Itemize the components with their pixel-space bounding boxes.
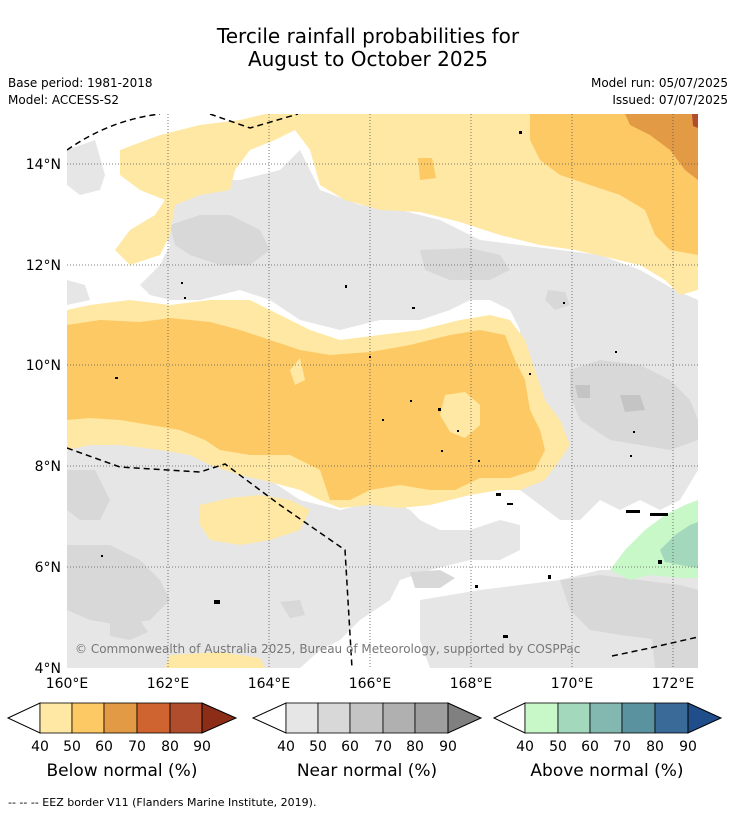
near-tick-50: 50 xyxy=(309,739,327,755)
near-normal-core xyxy=(575,385,645,412)
longitude-labels: 160°E 162°E 164°E 166°E 168°E 170°E 172°… xyxy=(46,676,695,692)
lat-label-4n: 4°N xyxy=(35,661,61,677)
colorbar-above: 40 50 60 70 80 90 xyxy=(492,702,723,755)
lat-label-8n: 8°N xyxy=(35,459,61,475)
islands xyxy=(101,131,668,638)
latitude-labels: 14°N 12°N 10°N 8°N 6°N 4°N xyxy=(26,157,61,677)
near-tick-80: 80 xyxy=(406,739,424,755)
lon-label-170e: 170°E xyxy=(551,676,594,692)
near-tick-40: 40 xyxy=(277,739,295,755)
lat-label-12n: 12°N xyxy=(26,258,61,274)
below-normal-core xyxy=(625,114,698,180)
map-gridlines xyxy=(67,114,698,668)
lon-label-164e: 164°E xyxy=(248,676,291,692)
lat-label-10n: 10°N xyxy=(26,358,61,374)
near-tick-90: 90 xyxy=(439,739,457,755)
issued-label: Issued: 07/07/2025 xyxy=(612,93,728,107)
below-tick-50: 50 xyxy=(63,739,81,755)
below-tick-40: 40 xyxy=(31,739,49,755)
copyright-notice: © Commonwealth of Australia 2025, Bureau… xyxy=(75,642,580,656)
above-tick-90: 90 xyxy=(679,739,697,755)
lon-label-162e: 162°E xyxy=(147,676,190,692)
colorbar-above-title: Above normal (%) xyxy=(530,761,684,781)
near-tick-60: 60 xyxy=(341,739,359,755)
colorbar-near-title: Near normal (%) xyxy=(296,761,438,781)
below-tick-80: 80 xyxy=(161,739,179,755)
lon-label-172e: 172°E xyxy=(652,676,695,692)
below-tick-90: 90 xyxy=(193,739,211,755)
model-run-label: Model run: 05/07/2025 xyxy=(590,76,728,90)
below-normal-max xyxy=(692,114,698,128)
above-tick-60: 60 xyxy=(581,739,599,755)
below-tick-60: 60 xyxy=(95,739,113,755)
colorbar-near: 40 50 60 70 80 90 xyxy=(251,702,483,755)
colorbar-below-title: Below normal (%) xyxy=(46,761,198,781)
map-title-line1: Tercile rainfall probabilities for xyxy=(216,24,520,48)
eez-border-footnote: -- -- -- EEZ border V11 (Flanders Marine… xyxy=(8,796,317,809)
map-plot-area: © Commonwealth of Australia 2025, Bureau… xyxy=(67,114,698,668)
lat-label-14n: 14°N xyxy=(26,157,61,173)
near-tick-70: 70 xyxy=(374,739,392,755)
eez-border-lines xyxy=(67,114,698,668)
below-tick-70: 70 xyxy=(128,739,146,755)
below-normal-strong xyxy=(67,114,698,500)
lon-label-166e: 166°E xyxy=(349,676,392,692)
base-period-label: Base period: 1981-2018 xyxy=(8,76,153,90)
above-tick-80: 80 xyxy=(646,739,664,755)
above-tick-40: 40 xyxy=(516,739,534,755)
above-normal-region xyxy=(610,500,698,580)
above-tick-50: 50 xyxy=(549,739,567,755)
lon-label-160e: 160°E xyxy=(46,676,89,692)
colorbar-below: 40 50 60 70 80 90 xyxy=(6,702,238,755)
model-label: Model: ACCESS-S2 xyxy=(8,93,120,107)
map-title-line2: August to October 2025 xyxy=(247,47,489,71)
lon-label-168e: 168°E xyxy=(450,676,493,692)
lat-label-6n: 6°N xyxy=(35,560,61,576)
above-tick-70: 70 xyxy=(613,739,631,755)
near-normal-strong-patches xyxy=(67,215,698,668)
